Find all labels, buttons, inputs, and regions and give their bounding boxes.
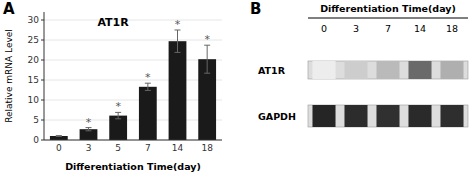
bar [50,136,68,140]
bar [169,41,187,140]
grid-line [44,100,222,101]
y-tick-label: 5 [33,115,39,125]
y-axis [44,12,45,140]
significance-mark: * [86,116,92,129]
bar [139,87,157,140]
error-cap [204,73,210,74]
band [344,61,367,79]
significance-mark: * [204,33,210,46]
bar [109,116,127,140]
figure: 05101520253003571418Differentiation Time… [0,0,474,178]
band [376,105,399,127]
panel-label: A [3,0,15,18]
significance-mark: * [145,71,151,84]
grid-line [44,40,222,41]
error-cap [115,118,121,119]
x-tick-label: 5 [115,143,121,153]
band [312,61,335,79]
bar-panel: 0 5 10 15 20 25 30 0 3 5 7 14 18Differentiation Time… [3,0,222,172]
x-tick-label: 7 [145,143,151,153]
x-tick-label: 18 [201,143,213,153]
column-label: 14 [414,23,426,34]
error-bar [175,30,181,52]
error-stem [177,30,178,52]
error-bar [145,83,151,90]
y-tick-label: 20 [28,55,40,65]
column-label: 0 [321,23,327,34]
error-cap [145,90,151,91]
x-axis [44,140,222,141]
band [408,105,431,127]
bars [50,30,216,140]
row-label: AT1R [258,65,286,76]
band [440,61,463,79]
error-bar [204,45,210,73]
bar [80,129,98,140]
column-label: 18 [446,23,458,34]
band [408,61,431,79]
x-tick-label: 0 [56,143,62,153]
x-tick-label: 3 [86,143,92,153]
band [344,105,367,127]
y-tick-label: 10 [28,95,40,105]
y-axis-label: Relative mRNA Level [4,29,14,123]
row-label: GAPDH [258,111,296,122]
error-stem [147,83,148,90]
significance-mark: * [115,100,121,113]
error-bar [56,135,62,137]
column-label: 3 [353,23,359,34]
band [440,105,463,127]
panel-title: AT1R [97,16,129,29]
error-cap [56,135,62,136]
error-cap [86,130,92,131]
lane-background [308,61,468,79]
lane-background [308,105,468,127]
panel-title: Differentiation Time(day) [320,3,456,14]
band [376,61,399,79]
blot-panel: Differentiation Time(day) 0 3 7 14 18 AT1R GAPD… [250,0,468,127]
significance-mark: * [175,18,181,31]
grid-line [44,120,222,121]
title-rule [308,18,468,19]
grid-line [44,140,222,141]
error-cap [175,52,181,53]
panel-label: B [250,0,261,18]
band [312,105,335,127]
error-cap [56,136,62,137]
y-tick-label: 0 [33,135,39,145]
grid-line [44,60,222,61]
grid-line [44,80,222,81]
y-tick-label: 30 [28,15,40,25]
x-tick-label: 14 [172,143,184,153]
error-stem [207,45,208,73]
y-tick-label: 25 [28,35,39,45]
grid-line [44,20,222,21]
x-axis-label: Differentiation Time(day) [65,161,201,172]
y-tick-label: 15 [28,75,39,85]
column-label: 7 [385,23,391,34]
